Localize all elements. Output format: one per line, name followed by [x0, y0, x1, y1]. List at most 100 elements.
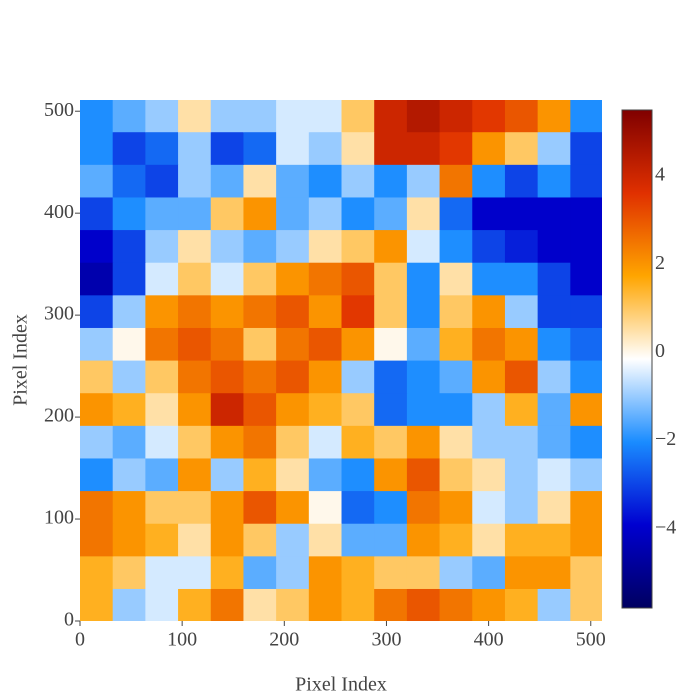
heatmap-cell: [276, 294, 310, 328]
heatmap-cell: [210, 294, 245, 328]
heatmap-cell: [537, 229, 571, 263]
heatmap-cell: [439, 523, 473, 557]
heatmap-cell: [210, 229, 245, 263]
heatmap-cell: [341, 164, 375, 198]
heatmap-cell: [276, 262, 310, 296]
heatmap-cell: [439, 294, 473, 328]
heatmap-cell: [374, 294, 408, 328]
heatmap-cell: [80, 262, 114, 296]
heatmap-cell: [178, 164, 212, 198]
heatmap-cell: [210, 523, 245, 557]
heatmap-cell: [439, 131, 473, 165]
heatmap-cell: [276, 327, 310, 361]
heatmap-cell: [112, 100, 146, 133]
heatmap-cell: [537, 327, 571, 361]
heatmap-cell: [472, 229, 506, 263]
colorbar: [621, 109, 653, 609]
heatmap-cell: [570, 100, 602, 133]
y-tick-label: 200: [44, 405, 74, 427]
heatmap-cell: [374, 262, 408, 296]
heatmap-cell: [112, 131, 146, 165]
heatmap-cell: [374, 131, 408, 165]
heatmap-cell: [341, 131, 375, 165]
heatmap-cell: [570, 359, 602, 394]
heatmap-cell: [537, 555, 571, 589]
colorbar-tick-label: −4: [655, 516, 676, 538]
heatmap-cell: [439, 392, 473, 426]
heatmap-cell: [439, 490, 473, 524]
heatmap-cell: [145, 392, 179, 426]
heatmap-cell: [308, 359, 343, 394]
heatmap-cell: [439, 196, 473, 231]
heatmap-cell: [472, 588, 506, 621]
heatmap-cell: [308, 196, 343, 231]
heatmap-cell: [406, 196, 441, 231]
heatmap-cell: [570, 588, 602, 621]
heatmap-cell: [504, 523, 539, 557]
heatmap-cell: [341, 523, 375, 557]
heatmap-cell: [80, 490, 114, 524]
heatmap-cell: [178, 327, 212, 361]
x-tick-label: 500: [576, 629, 606, 651]
heatmap-cell: [276, 588, 310, 621]
heatmap-cell: [472, 490, 506, 524]
colorbar-tick-label: 2: [655, 252, 665, 274]
heatmap-cell: [504, 327, 539, 361]
heatmap-cell: [308, 490, 343, 524]
heatmap-cell: [472, 164, 506, 198]
heatmap-cell: [374, 588, 408, 621]
heatmap-cell: [537, 457, 571, 492]
heatmap-cell: [406, 262, 441, 296]
heatmap-cell: [374, 425, 408, 459]
heatmap-cell: [178, 262, 212, 296]
heatmap-cell: [178, 229, 212, 263]
heatmap-cell: [178, 100, 212, 133]
heatmap-cell: [504, 555, 539, 589]
heatmap-cell: [210, 196, 245, 231]
heatmap-cell: [80, 196, 114, 231]
heatmap-cell: [145, 196, 179, 231]
colorbar-tick-label: −2: [655, 428, 676, 450]
heatmap-cell: [374, 229, 408, 263]
heatmap-cell: [570, 294, 602, 328]
heatmap-cell: [570, 457, 602, 492]
heatmap-cell: [374, 490, 408, 524]
heatmap-cell: [308, 131, 343, 165]
heatmap-cell: [439, 229, 473, 263]
heatmap-cell: [243, 359, 277, 394]
heatmap-cell: [472, 457, 506, 492]
heatmap-cell: [439, 327, 473, 361]
heatmap-cell: [341, 100, 375, 133]
heatmap-cell: [276, 359, 310, 394]
heatmap-cell: [112, 294, 146, 328]
heatmap-cell: [570, 131, 602, 165]
heatmap-cell: [472, 294, 506, 328]
heatmap-cell: [112, 359, 146, 394]
heatmap-cell: [308, 262, 343, 296]
heatmap-cell: [210, 100, 245, 133]
heatmap-cell: [374, 555, 408, 589]
heatmap-cell: [570, 523, 602, 557]
heatmap-cell: [145, 100, 179, 133]
heatmap-cell: [112, 523, 146, 557]
heatmap-cell: [243, 262, 277, 296]
heatmap-cell: [374, 327, 408, 361]
heatmap-cell: [406, 457, 441, 492]
heatmap-cell: [308, 229, 343, 263]
heatmap-cell: [80, 131, 114, 165]
heatmap-cell: [243, 392, 277, 426]
heatmap-cell: [243, 425, 277, 459]
y-tick-label: 400: [44, 201, 74, 223]
heatmap-cell: [570, 490, 602, 524]
heatmap-cell: [570, 196, 602, 231]
heatmap-cell: [341, 490, 375, 524]
heatmap-cell: [472, 555, 506, 589]
heatmap-cell: [341, 457, 375, 492]
heatmap-cell: [276, 100, 310, 133]
heatmap-cell: [374, 164, 408, 198]
heatmap-cell: [145, 425, 179, 459]
heatmap-cell: [210, 392, 245, 426]
heatmap-cell: [374, 457, 408, 492]
heatmap-cell: [341, 392, 375, 426]
heatmap-cell: [537, 164, 571, 198]
